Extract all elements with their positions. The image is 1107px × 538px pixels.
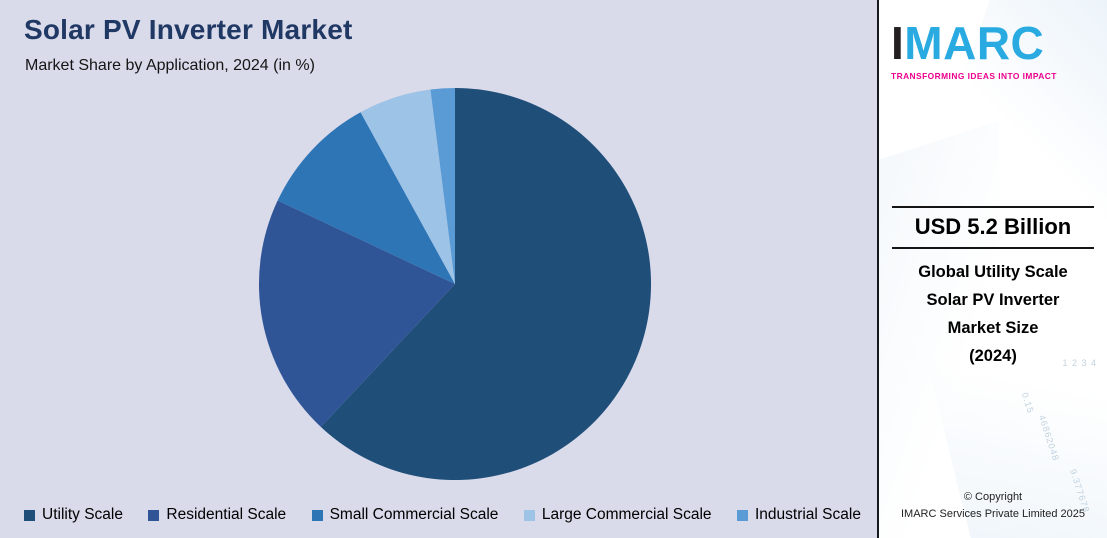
logo-letter-i: I [891,17,905,69]
legend-swatch [148,509,160,521]
pie-slice-residential-scale [258,200,455,427]
legend-label: Utility Scale [42,506,123,523]
chart-panel: Solar PV Inverter Market Market Share by… [0,0,877,538]
legend-item-small-commercial-scale: Small Commercial Scale [311,506,499,524]
market-value: USD 5.2 Billion [914,214,1072,239]
legend-swatch [523,509,535,521]
legend-label: Residential Scale [166,506,287,523]
divider-top [892,206,1094,208]
legend-swatch [311,509,323,521]
copyright-notice: © Copyright IMARC Services Private Limit… [900,491,1085,520]
info-panel: 1 2 3 4 46862048 9.377678 0.15 IMARC TRANSF… [877,0,1107,538]
logo-letters-marc: MARC [904,17,1045,69]
legend-item-utility-scale: Utility Scale [24,506,123,524]
decorative-number: 1 2 3 4 [1062,358,1097,368]
chart-subtitle: Market Share by Application, 2024 (in %) [25,57,315,74]
legend-item-large-commercial-scale: Large Commercial Scale [523,506,712,524]
pie-slice-small-commercial-scale [277,112,455,284]
pie-slice-industrial-scale [430,87,455,284]
pie-chart-svg [258,87,652,481]
imarc-tagline: TRANSFORMING IDEAS INTO IMPACT [891,71,1057,81]
legend-item-industrial-scale: Industrial Scale [736,506,861,524]
chart-legend: Utility Scale Residential Scale Small Comm… [24,506,861,524]
market-size-label: Global Utility Scale Solar PV Inverter M… [918,263,1068,366]
imarc-logo: IMARC TRANSFORMING IDEAS INTO IMPACT [891,20,1057,81]
market-value-block: USD 5.2 Billion [892,206,1094,249]
chart-title: Solar PV Inverter Market [24,14,353,45]
legend-label: Industrial Scale [754,506,861,523]
divider-bottom [892,247,1094,249]
legend-label: Large Commercial Scale [541,506,712,523]
pie-chart [257,86,653,482]
legend-swatch [24,509,35,521]
pie-slice-utility-scale [320,87,652,481]
pie-slice-large-commercial-scale [360,89,455,285]
legend-item-residential-scale: Residential Scale [148,506,286,524]
legend-label: Small Commercial Scale [329,506,499,523]
imarc-logo-text: IMARC [891,20,1057,66]
legend-swatch [736,509,748,521]
